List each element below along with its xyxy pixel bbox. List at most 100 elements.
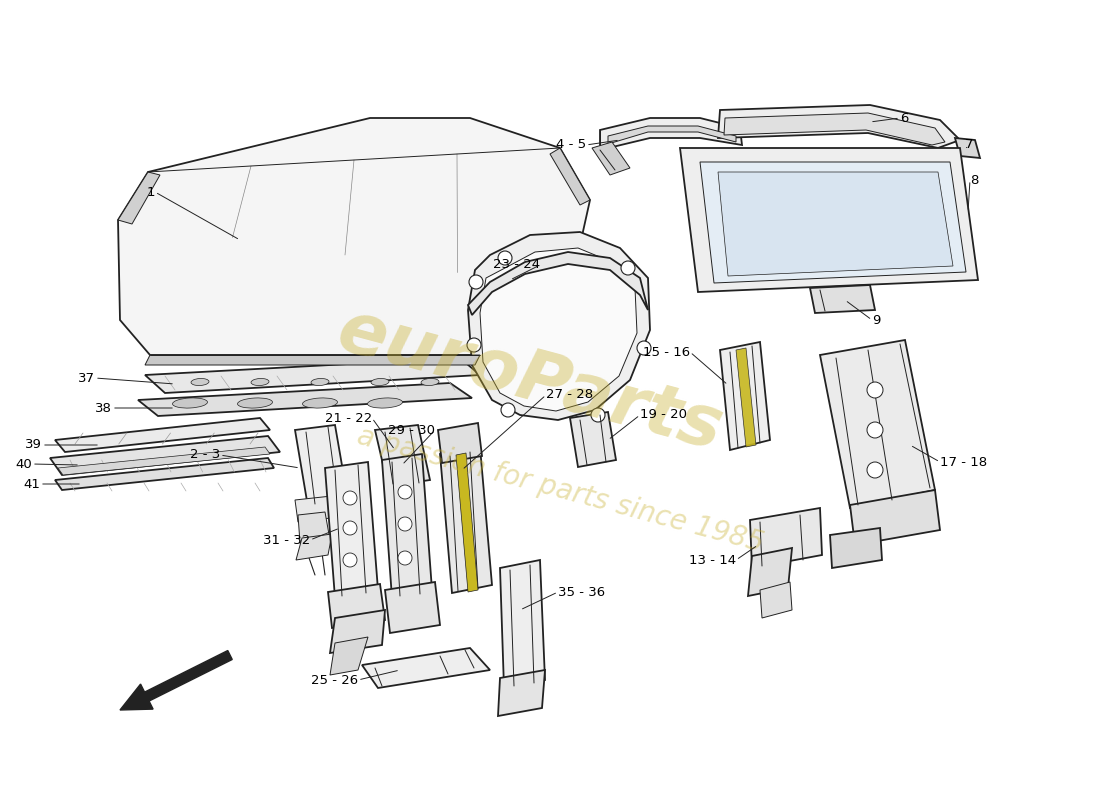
Circle shape — [469, 275, 483, 289]
Circle shape — [637, 341, 651, 355]
Polygon shape — [748, 548, 792, 596]
Text: 8: 8 — [970, 174, 978, 186]
Polygon shape — [324, 462, 378, 598]
Polygon shape — [760, 582, 792, 618]
Polygon shape — [50, 436, 280, 475]
Text: 29 - 30: 29 - 30 — [388, 423, 434, 437]
Circle shape — [398, 551, 412, 565]
Polygon shape — [385, 582, 440, 633]
Circle shape — [867, 422, 883, 438]
Text: 2 - 3: 2 - 3 — [189, 449, 220, 462]
Polygon shape — [328, 584, 385, 628]
Text: 21 - 22: 21 - 22 — [324, 411, 372, 425]
Text: 38: 38 — [95, 402, 112, 414]
Circle shape — [343, 491, 358, 505]
Polygon shape — [58, 447, 270, 475]
Polygon shape — [736, 348, 756, 447]
Ellipse shape — [251, 378, 270, 386]
Polygon shape — [720, 342, 770, 450]
Polygon shape — [550, 148, 590, 205]
Text: a passion for parts since 1985: a passion for parts since 1985 — [354, 422, 767, 558]
Polygon shape — [118, 118, 590, 355]
Circle shape — [621, 261, 635, 275]
Polygon shape — [468, 232, 650, 420]
Circle shape — [343, 553, 358, 567]
Polygon shape — [592, 142, 630, 175]
Circle shape — [500, 403, 515, 417]
Text: 23 - 24: 23 - 24 — [493, 258, 540, 271]
Text: 15 - 16: 15 - 16 — [642, 346, 690, 358]
Polygon shape — [500, 560, 544, 688]
Polygon shape — [750, 508, 822, 568]
Text: 35 - 36: 35 - 36 — [558, 586, 605, 598]
Circle shape — [468, 338, 481, 352]
Polygon shape — [382, 454, 432, 598]
Polygon shape — [700, 162, 966, 283]
Polygon shape — [480, 248, 637, 411]
Polygon shape — [718, 105, 960, 148]
Text: 39: 39 — [25, 438, 42, 451]
Text: 9: 9 — [872, 314, 880, 326]
Polygon shape — [820, 340, 935, 508]
Circle shape — [591, 408, 605, 422]
Polygon shape — [468, 252, 648, 315]
Polygon shape — [955, 138, 980, 158]
Polygon shape — [298, 512, 330, 543]
Polygon shape — [138, 383, 472, 416]
Polygon shape — [724, 113, 945, 145]
Ellipse shape — [191, 378, 209, 386]
Text: 19 - 20: 19 - 20 — [640, 409, 688, 422]
Polygon shape — [296, 534, 332, 560]
Polygon shape — [830, 528, 882, 568]
Polygon shape — [600, 118, 742, 150]
Text: 17 - 18: 17 - 18 — [940, 455, 987, 469]
Polygon shape — [680, 148, 978, 292]
Circle shape — [867, 462, 883, 478]
Text: 6: 6 — [900, 111, 909, 125]
Text: 25 - 26: 25 - 26 — [311, 674, 358, 686]
Circle shape — [398, 517, 412, 531]
Polygon shape — [810, 285, 875, 313]
Polygon shape — [145, 355, 480, 365]
Ellipse shape — [421, 378, 439, 386]
Polygon shape — [570, 412, 616, 467]
Circle shape — [343, 521, 358, 535]
Text: 31 - 32: 31 - 32 — [263, 534, 310, 546]
Polygon shape — [440, 447, 492, 593]
Text: 4 - 5: 4 - 5 — [556, 138, 586, 151]
Polygon shape — [362, 648, 490, 688]
Text: euroParts: euroParts — [330, 295, 730, 465]
Circle shape — [398, 485, 412, 499]
Polygon shape — [118, 172, 160, 224]
Polygon shape — [145, 358, 480, 393]
Ellipse shape — [311, 378, 329, 386]
Circle shape — [867, 382, 883, 398]
Polygon shape — [498, 670, 544, 716]
Polygon shape — [55, 458, 274, 490]
Polygon shape — [375, 425, 430, 486]
Text: 40: 40 — [15, 458, 32, 470]
Text: 13 - 14: 13 - 14 — [689, 554, 736, 566]
Polygon shape — [295, 494, 355, 522]
Text: 7: 7 — [965, 138, 974, 151]
Ellipse shape — [302, 398, 338, 408]
Polygon shape — [608, 126, 736, 144]
Text: 41: 41 — [23, 478, 40, 490]
Text: 37: 37 — [78, 371, 95, 385]
Polygon shape — [330, 610, 385, 653]
Polygon shape — [295, 425, 348, 507]
FancyArrow shape — [120, 650, 232, 710]
Circle shape — [498, 251, 512, 265]
Polygon shape — [55, 418, 270, 452]
Polygon shape — [330, 637, 369, 675]
Polygon shape — [850, 490, 940, 545]
Ellipse shape — [238, 398, 273, 408]
Text: 1: 1 — [146, 186, 155, 198]
Ellipse shape — [367, 398, 403, 408]
Ellipse shape — [173, 398, 208, 408]
Polygon shape — [438, 423, 482, 463]
Polygon shape — [456, 453, 478, 592]
Text: 27 - 28: 27 - 28 — [546, 389, 593, 402]
Ellipse shape — [371, 378, 389, 386]
Polygon shape — [718, 172, 953, 276]
